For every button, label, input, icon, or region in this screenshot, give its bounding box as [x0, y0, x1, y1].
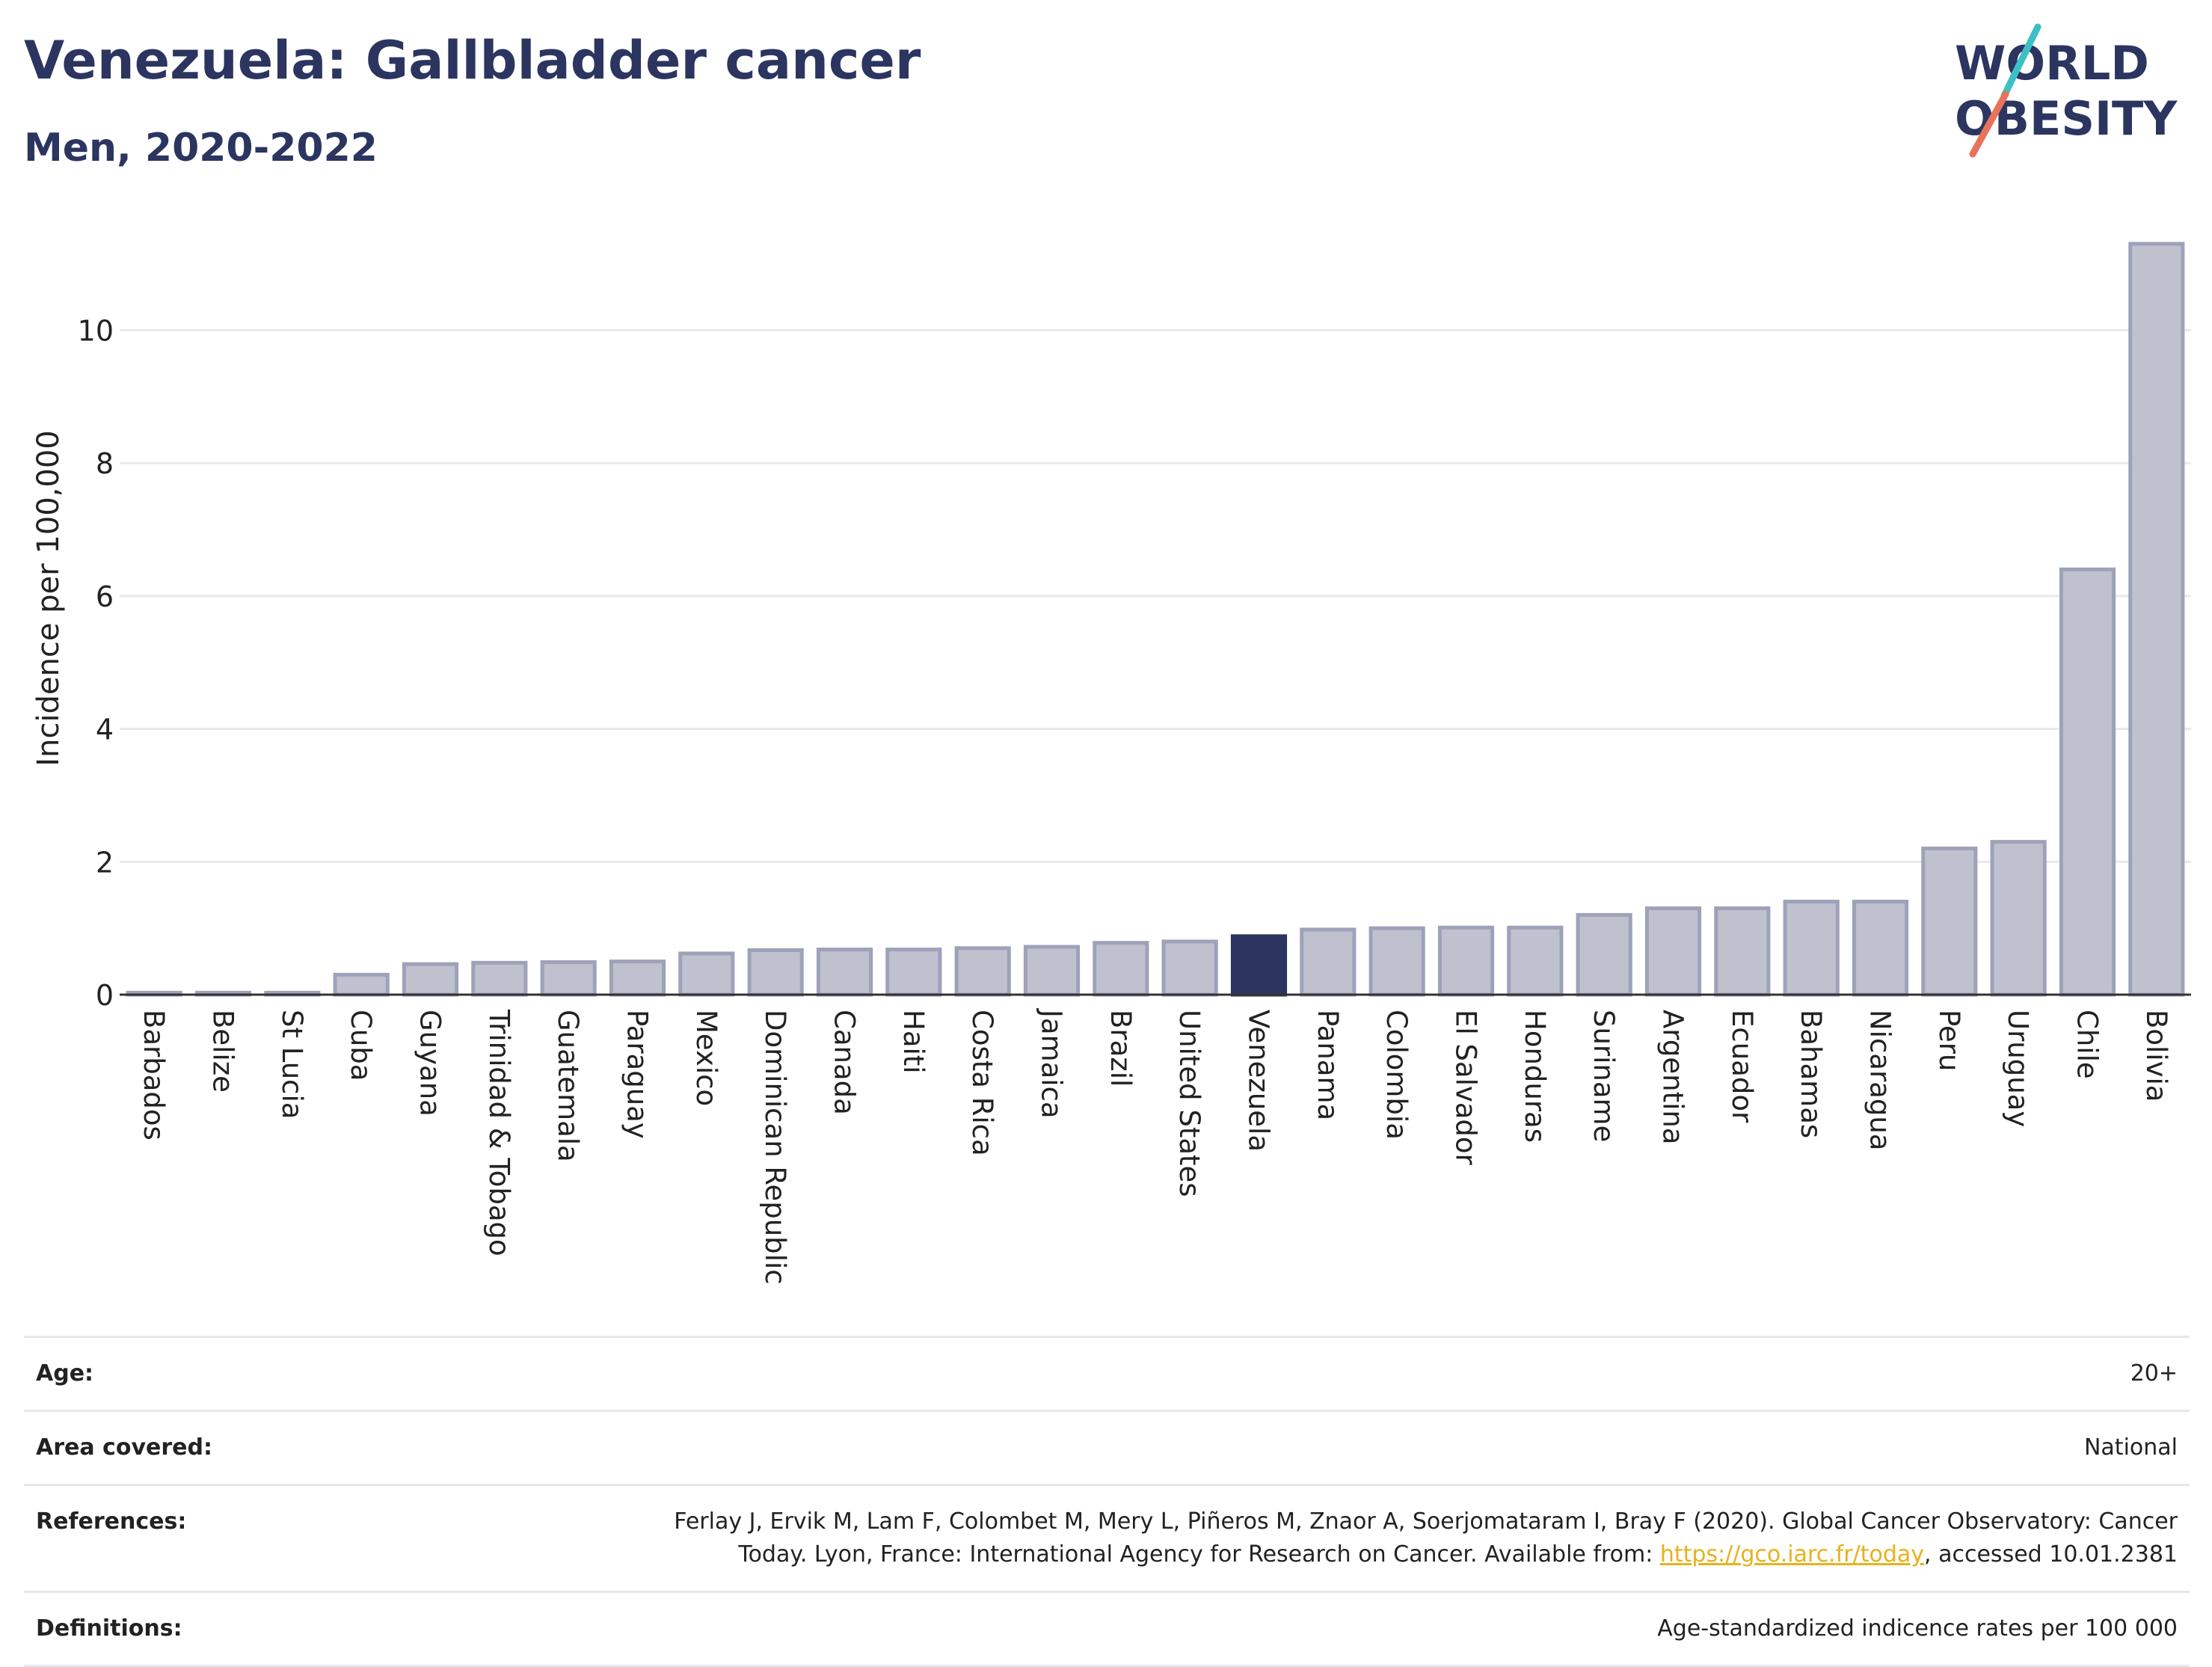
references-value: Ferlay J, Ervik M, Lam F, Colombet M, Me…: [674, 1505, 2178, 1571]
x-tick-labels: Barbados Belize St Lucia Cuba Guyana Trinidad…: [138, 1008, 2172, 1285]
bar-jamaica: [1023, 945, 1081, 997]
bar-cuba: [333, 972, 390, 997]
bar-mexico: [678, 951, 735, 997]
x-tick-label: Peru: [1933, 1010, 1965, 1071]
logo-slash-top: [2000, 23, 2042, 99]
bar-costa-rica: [954, 946, 1011, 997]
y-tick-label: 0: [96, 979, 114, 1012]
bar-nicaragua: [1852, 900, 1909, 997]
references-line2-prefix: Today. Lyon, France: International Agenc…: [738, 1541, 1660, 1568]
x-tick-label: Trinidad & Tobago: [483, 1009, 515, 1256]
x-tick-label: Ecuador: [1726, 1010, 1758, 1123]
y-tick-labels: 0 2 4 6 8 10: [78, 315, 114, 1012]
bar-argentina: [1644, 906, 1702, 997]
chart-title: Venezuela: Gallbladder cancer: [24, 30, 921, 91]
age-label: Age:: [36, 1360, 94, 1387]
logo-slash-bottom: [1969, 90, 2009, 158]
x-tick-label: Bolivia: [2140, 1010, 2172, 1102]
x-tick-label: Panama: [1312, 1010, 1344, 1120]
x-tick-label: Barbados: [138, 1010, 170, 1141]
age-value: 20+: [2130, 1360, 2178, 1387]
bar-chile: [2059, 567, 2116, 997]
x-tick-label: Honduras: [1519, 1010, 1551, 1143]
bar-united-states: [1161, 939, 1218, 997]
x-tick-label: St Lucia: [276, 1010, 308, 1119]
references-line2-suffix: , accessed 10.01.2381: [1924, 1541, 2178, 1568]
metadata-table: Age: 20+ Area covered: National Referenc…: [24, 1336, 2190, 1667]
y-tick-label: 2: [96, 846, 114, 879]
definitions-label: Definitions:: [36, 1615, 182, 1642]
bar-guyana: [402, 962, 459, 997]
bar-haiti: [885, 948, 942, 997]
x-tick-label: Uruguay: [2002, 1010, 2034, 1127]
gridlines: [120, 329, 2191, 863]
bar-chart: 0 2 4 6 8 10 Barbados Belize St Lucia Cuba Guyana…: [31, 242, 2191, 1285]
bar-guatemala: [540, 960, 597, 997]
x-tick-label: Guyana: [414, 1010, 446, 1117]
x-tick-label: Costa Rica: [966, 1010, 998, 1156]
bar-dominican-republic: [747, 948, 804, 997]
y-axis-label: Incidence per 100,000: [31, 430, 66, 767]
bar-ecuador: [1714, 906, 1771, 997]
definitions-value: Age-standardized indicence rates per 100…: [1657, 1615, 2178, 1642]
bar-honduras: [1507, 925, 1564, 997]
bar-suriname: [1576, 912, 1632, 997]
x-tick-label: El Salvador: [1450, 1010, 1482, 1166]
x-tick-label: United States: [1173, 1010, 1205, 1197]
references-link[interactable]: https://gco.iarc.fr/today: [1659, 1541, 1925, 1568]
x-tick-label: Suriname: [1588, 1010, 1620, 1142]
logo-line2: OBESITY: [1955, 91, 2178, 146]
x-tick-label: Nicaragua: [1864, 1010, 1896, 1150]
x-tick-label: Belize: [207, 1010, 239, 1093]
x-tick-label: Canada: [829, 1010, 861, 1115]
x-tick-label: Dominican Republic: [759, 1010, 791, 1285]
world-obesity-logo: WORLD OBESITY: [1955, 23, 2178, 158]
references-line1: Ferlay J, Ervik M, Lam F, Colombet M, Me…: [674, 1508, 2178, 1535]
bar-peru: [1921, 847, 1978, 997]
x-tick-label: Colombia: [1380, 1010, 1413, 1140]
bar-colombia: [1368, 926, 1425, 997]
x-tick-label: Cuba: [345, 1010, 377, 1081]
bars: [120, 242, 2191, 997]
meta-row-area: Area covered: National: [24, 1410, 2190, 1484]
x-tick-label: Chile: [2071, 1010, 2104, 1079]
meta-row-definitions: Definitions: Age-standardized indicence …: [24, 1591, 2190, 1667]
area-value: National: [2083, 1434, 2178, 1461]
x-tick-label: Bahamas: [1795, 1010, 1827, 1138]
bar-trinidad-tobago: [471, 960, 528, 997]
bar-bolivia: [2128, 242, 2185, 997]
references-label: References:: [36, 1508, 187, 1535]
x-tick-label: Jamaica: [1036, 1008, 1068, 1119]
x-tick-label: Venezuela: [1243, 1010, 1275, 1152]
chart-subtitle: Men, 2020-2022: [24, 126, 378, 171]
y-tick-label: 10: [78, 315, 114, 348]
y-tick-label: 4: [96, 713, 114, 746]
x-tick-label: Haiti: [897, 1010, 930, 1074]
meta-row-age: Age: 20+: [24, 1336, 2190, 1410]
x-tick-label: Paraguay: [621, 1010, 654, 1139]
x-tick-label: Brazil: [1105, 1010, 1137, 1087]
bar-brazil: [1093, 941, 1149, 997]
bar-uruguay: [1990, 840, 2047, 997]
meta-row-references: References: Ferlay J, Ervik M, Lam F, Co…: [24, 1484, 2190, 1591]
x-tick-label: Argentina: [1657, 1010, 1689, 1144]
bar-canada: [816, 948, 873, 997]
y-tick-label: 6: [96, 580, 114, 613]
bar-venezuela: [1230, 934, 1288, 997]
bar-panama: [1300, 927, 1357, 997]
bar-el-salvador: [1437, 925, 1495, 997]
logo-line1: WORLD: [1955, 36, 2149, 90]
bar-paraguay: [609, 960, 666, 997]
bar-bahamas: [1783, 900, 1840, 997]
x-tick-label: Guatemala: [552, 1010, 584, 1162]
area-label: Area covered:: [36, 1434, 212, 1461]
y-tick-label: 8: [96, 447, 114, 480]
x-tick-label: Mexico: [690, 1010, 722, 1106]
